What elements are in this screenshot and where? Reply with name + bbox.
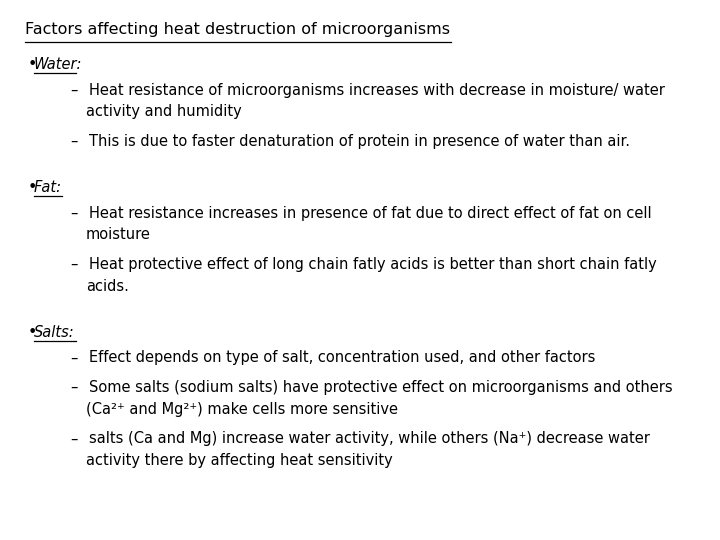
Text: This is due to faster denaturation of protein in presence of water than air.: This is due to faster denaturation of pr… [89, 134, 630, 149]
Text: –: – [71, 83, 78, 98]
Text: •: • [27, 180, 37, 195]
Text: Heat resistance increases in presence of fat due to direct effect of fat on cell: Heat resistance increases in presence of… [89, 206, 652, 221]
Text: Effect depends on type of salt, concentration used, and other factors: Effect depends on type of salt, concentr… [89, 350, 595, 366]
Text: Factors affecting heat destruction of microorganisms: Factors affecting heat destruction of mi… [24, 22, 449, 37]
Text: –: – [71, 350, 78, 366]
Text: Heat resistance of microorganisms increases with decrease in moisture/ water: Heat resistance of microorganisms increa… [89, 83, 665, 98]
Text: –: – [71, 134, 78, 149]
Text: –: – [71, 257, 78, 272]
Text: Fat:: Fat: [34, 180, 62, 195]
Text: (Ca²⁺ and Mg²⁺) make cells more sensitive: (Ca²⁺ and Mg²⁺) make cells more sensitiv… [86, 402, 398, 417]
Text: acids.: acids. [86, 279, 129, 294]
Text: Salts:: Salts: [34, 325, 74, 340]
Text: activity there by affecting heat sensitivity: activity there by affecting heat sensiti… [86, 453, 392, 468]
Text: •: • [27, 57, 37, 72]
Text: •: • [27, 325, 37, 340]
Text: –: – [71, 431, 78, 447]
Text: moisture: moisture [86, 227, 150, 242]
Text: Heat protective effect of long chain fatly acids is better than short chain fatl: Heat protective effect of long chain fat… [89, 257, 657, 272]
Text: Some salts (sodium salts) have protective effect on microorganisms and others: Some salts (sodium salts) have protectiv… [89, 380, 672, 395]
Text: salts (Ca and Mg) increase water activity, while others (Na⁺) decrease water: salts (Ca and Mg) increase water activit… [89, 431, 650, 447]
Text: Water:: Water: [34, 57, 82, 72]
Text: activity and humidity: activity and humidity [86, 104, 242, 119]
Text: –: – [71, 206, 78, 221]
Text: –: – [71, 380, 78, 395]
